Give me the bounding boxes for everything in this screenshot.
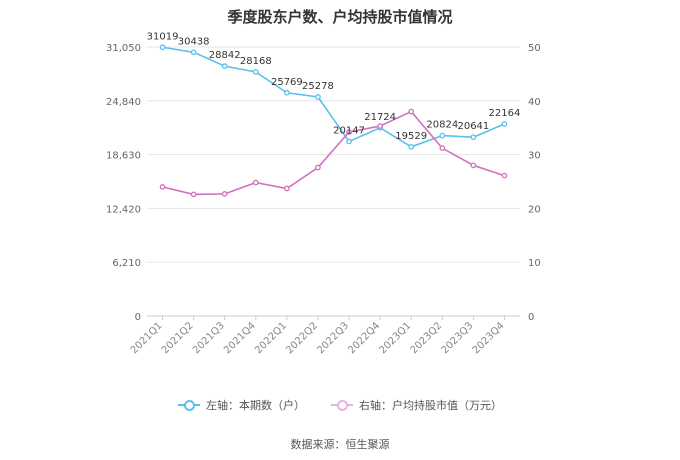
data-point	[190, 49, 197, 56]
x-tick-label: 2023Q2	[409, 320, 445, 356]
data-point	[346, 129, 352, 135]
x-tick-label: 2021Q2	[160, 320, 196, 356]
y-axis-right: 0 10 20 30 40 50	[528, 43, 541, 323]
data-label: 31019	[147, 31, 179, 42]
legend-item-avg-value[interactable]: 右轴：户均持股市值（万元）	[331, 397, 502, 413]
x-tick-label: 2023Q3	[440, 320, 476, 356]
y-right-tick-label: 40	[528, 97, 541, 108]
data-label: 20147	[333, 125, 365, 136]
data-label: 30438	[178, 36, 210, 47]
series-lines	[162, 46, 505, 196]
legend-item-households[interactable]: 左轴：本期数（户）	[178, 397, 305, 413]
y-left-tick-label: 0	[135, 312, 141, 323]
data-point	[408, 143, 415, 150]
data-label: 19529	[395, 131, 427, 142]
series-points	[159, 44, 508, 198]
y-left-tick-label: 6,210	[112, 258, 141, 269]
x-tick-label: 2023Q1	[377, 320, 413, 356]
data-label: 20824	[426, 120, 458, 131]
series-line-0	[162, 46, 505, 148]
data-label: 25278	[302, 81, 334, 92]
legend-line-marker-icon	[178, 399, 200, 411]
y-right-tick-label: 20	[528, 204, 541, 215]
x-tick-label: 2022Q1	[253, 320, 289, 356]
data-point	[470, 162, 477, 169]
x-tick-label: 2022Q4	[346, 320, 382, 356]
legend-label-avg-value: 右轴：户均持股市值（万元）	[359, 399, 502, 412]
x-tick-label: 2021Q4	[222, 320, 258, 356]
x-tick-label: 2022Q3	[315, 320, 351, 356]
data-point	[377, 123, 383, 129]
data-point	[408, 108, 415, 115]
data-point	[221, 63, 228, 69]
y-left-tick-label: 18,630	[106, 151, 141, 162]
x-tick-label: 2021Q3	[191, 320, 227, 356]
data-point	[439, 145, 446, 151]
data-point	[252, 179, 259, 186]
data-label: 28842	[209, 50, 241, 61]
y-axis-left: 0 6,210 12,420 18,630 24,840 31,050	[106, 43, 141, 323]
y-right-tick-label: 50	[528, 43, 541, 54]
data-point	[346, 138, 352, 145]
x-tick-label: 2021Q1	[129, 320, 165, 356]
data-point	[221, 191, 228, 197]
x-axis: 2021Q12021Q22021Q32021Q42022Q12022Q22022…	[129, 315, 520, 356]
series-line-1	[162, 110, 505, 196]
data-label: 22164	[489, 108, 521, 119]
data-point	[159, 184, 166, 190]
data-label: 21724	[364, 112, 396, 123]
data-point	[439, 132, 446, 139]
legend-line-marker-icon	[331, 399, 353, 411]
data-point	[284, 89, 290, 96]
y-right-tick-label: 0	[528, 312, 534, 323]
data-source: 数据来源：恒生聚源	[290, 438, 390, 451]
x-tick-label: 2023Q4	[471, 320, 507, 356]
y-left-tick-label: 12,420	[106, 204, 141, 215]
data-point	[284, 185, 290, 192]
data-label: 20641	[457, 121, 489, 132]
data-point	[470, 134, 477, 141]
y-left-tick-label: 24,840	[106, 97, 141, 108]
data-point	[159, 44, 166, 51]
y-right-tick-label: 30	[528, 151, 541, 162]
y-left-tick-label: 31,050	[106, 43, 141, 54]
data-label: 28168	[240, 56, 272, 67]
chart-title: 季度股东户数、户均持股市值情况	[227, 8, 453, 26]
legend: 左轴：本期数（户） 右轴：户均持股市值（万元）	[0, 397, 680, 413]
data-point	[252, 69, 259, 75]
x-tick-label: 2022Q2	[284, 320, 320, 356]
data-point	[315, 94, 321, 100]
y-right-tick-label: 10	[528, 258, 541, 269]
data-point	[315, 164, 321, 171]
data-point	[501, 121, 508, 127]
data-point	[501, 172, 508, 179]
data-point	[190, 191, 197, 198]
data-label: 25769	[271, 77, 303, 88]
legend-label-households: 左轴：本期数（户）	[206, 399, 305, 412]
